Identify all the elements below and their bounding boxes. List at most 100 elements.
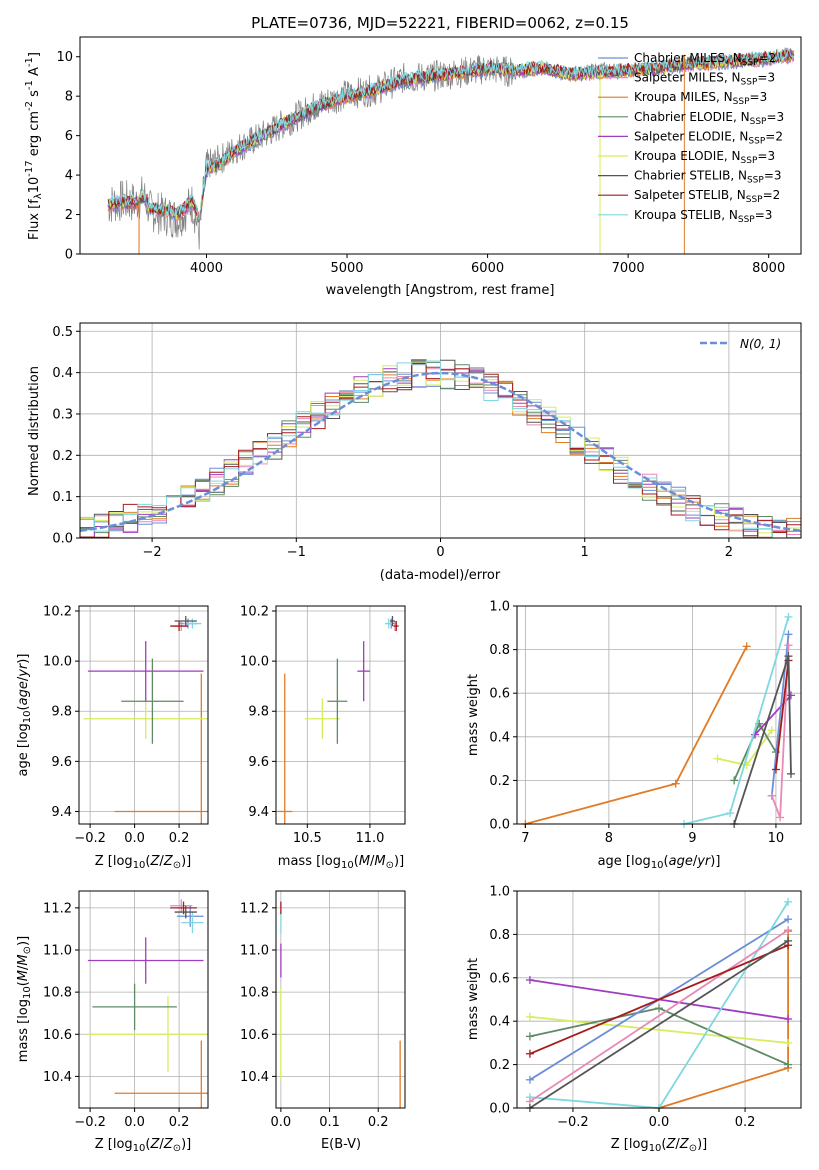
y-tick-label: 10.4 <box>240 1070 269 1085</box>
age-vs-mass-panel: 10.5 11.0 9.4 9.6 9.8 10.0 10.2 mass [log10(M/… <box>240 605 406 871</box>
legend-label: Salpeter STELIB, NSSP=2 <box>634 188 780 205</box>
y-tick-label: 11.0 <box>240 943 269 958</box>
y-tick-label: 4 <box>65 169 73 184</box>
spectrum-legend: Chabrier MILES, NSSP=2 Salpeter MILES, NS… <box>598 51 784 225</box>
normal-curve-legend-label: N(0, 1) <box>740 337 781 351</box>
mass-weight-marker <box>713 754 722 763</box>
y-tick-label: 0.4 <box>489 1015 510 1030</box>
y-tick-label: 0.8 <box>489 643 510 658</box>
mass-weight-marker <box>655 1004 663 1013</box>
errorbar-point <box>277 673 293 824</box>
spectrum-panel: PLATE=0736, MJD=52221, FIBERID=0062, z=0… <box>24 14 802 298</box>
errorbar-point <box>87 641 204 702</box>
y-tick-label: 0.4 <box>489 730 510 745</box>
errorbar-point <box>357 641 370 702</box>
x-tick-label: 0.2 <box>368 1115 389 1130</box>
x-tick-label: −2 <box>143 545 162 560</box>
weight-vs-age-xlabel: age [log10(age/yr)] <box>598 854 721 871</box>
x-tick-label: 0.2 <box>169 1115 190 1130</box>
mass-weight-marker <box>776 813 785 822</box>
x-tick-label: −0.2 <box>557 1115 589 1130</box>
mass-weight-marker <box>767 726 776 735</box>
x-tick-label: 10 <box>768 831 785 846</box>
y-tick-label: 10.0 <box>240 655 269 670</box>
y-tick-label: 11.2 <box>240 901 269 916</box>
mass-weight-line <box>658 931 789 1109</box>
errorbar-point <box>170 621 188 632</box>
mass-weight-line <box>529 940 789 1109</box>
y-tick-label: 9.6 <box>51 755 72 770</box>
x-tick-label: −0.2 <box>74 1115 106 1130</box>
weight-vs-Z-panel: −0.2 0.0 0.2 0.0 0.2 0.4 0.6 0.8 1.0 Z [log10(Z/… <box>466 885 802 1154</box>
errorbar-point <box>174 616 197 627</box>
errorbar-point <box>327 658 348 744</box>
mass-weight-marker <box>784 915 793 924</box>
errorbar-point <box>121 658 184 744</box>
x-tick-label: 9 <box>688 831 696 846</box>
mass-weight-marker <box>525 1032 534 1041</box>
y-tick-label: 0.2 <box>52 449 73 464</box>
mass-weight-line <box>775 660 790 770</box>
y-tick-label: 6 <box>65 129 73 144</box>
x-tick-label: 0.2 <box>735 1115 756 1130</box>
y-tick-label: 0.4 <box>52 366 73 381</box>
x-tick-label: 11.0 <box>355 831 384 846</box>
mass-weight-line <box>733 655 792 825</box>
model-spectrum-line <box>107 48 795 220</box>
mass-weight-marker <box>784 612 793 621</box>
legend-label: Salpeter ELODIE, NSSP=2 <box>634 129 783 146</box>
y-tick-label: 9.4 <box>51 805 72 820</box>
mass-weight-line <box>770 634 790 796</box>
x-tick-label: 0.0 <box>124 831 145 846</box>
mass-weight-marker <box>784 630 793 639</box>
y-tick-label: 0.0 <box>489 818 510 833</box>
y-tick-label: 0.6 <box>489 687 510 702</box>
age-vs-mass-xlabel: mass [log10(M/M⊙)] <box>278 854 404 871</box>
mass-weight-marker <box>786 691 795 700</box>
y-tick-label: 10.8 <box>240 986 269 1001</box>
residual-histograms <box>79 359 802 539</box>
errorbar-point <box>393 621 399 632</box>
x-tick-label: 0.0 <box>649 1115 670 1130</box>
x-tick-label: 0.2 <box>169 831 190 846</box>
mass-weight-marker <box>784 936 793 945</box>
mass-weight-marker <box>784 897 793 906</box>
residuals-panel: −2 −1 0 1 2 0.0 0.1 0.2 0.3 0.4 0.5 (data-model)/e… <box>27 322 802 583</box>
mass-weight-marker <box>784 652 793 661</box>
y-tick-label: 0.1 <box>52 490 73 505</box>
y-tick-label: 0.8 <box>489 928 510 943</box>
mass-weight-marker <box>742 642 751 651</box>
mass-weight-marker <box>784 641 793 650</box>
y-tick-label: 1.0 <box>489 885 510 900</box>
residuals-xlabel: (data-model)/error <box>380 568 501 583</box>
x-tick-label: 10.5 <box>293 831 322 846</box>
spectrum-lines <box>107 47 795 254</box>
y-tick-label: 10.2 <box>43 605 72 620</box>
x-tick-label: 1 <box>581 545 589 560</box>
legend-label: Kroupa STELIB, NSSP=3 <box>634 208 772 225</box>
mass-weight-marker <box>671 779 680 788</box>
errorbar-point <box>181 912 204 934</box>
mass-weight-marker <box>525 975 534 984</box>
y-tick-label: 0.6 <box>489 971 510 986</box>
y-tick-label: 10 <box>56 50 73 65</box>
residual-histogram-step <box>80 360 801 539</box>
residuals-axes-frame <box>79 322 802 539</box>
mass-weight-line <box>529 1016 789 1044</box>
y-tick-label: 11.0 <box>43 943 72 958</box>
y-tick-label: 9.8 <box>248 705 269 720</box>
residuals-ylabel: Normed distribution <box>27 366 42 496</box>
y-tick-label: 0.3 <box>52 407 73 422</box>
x-tick-label: 8 <box>605 831 613 846</box>
x-tick-label: 8000 <box>752 261 785 276</box>
age-vs-Z-panel: −0.2 0.0 0.2 9.4 9.6 9.8 10.0 10.2 Z [log10(Z/Z… <box>16 605 209 871</box>
y-tick-label: 0.0 <box>489 1102 510 1117</box>
y-tick-label: 0.0 <box>52 532 73 547</box>
y-tick-label: 9.8 <box>51 705 72 720</box>
errorbar-point <box>114 1040 208 1108</box>
mass-weight-marker <box>730 776 739 785</box>
y-tick-label: 0.2 <box>489 774 510 789</box>
x-tick-label: 7000 <box>612 261 645 276</box>
x-tick-label: 0.0 <box>271 1115 292 1130</box>
